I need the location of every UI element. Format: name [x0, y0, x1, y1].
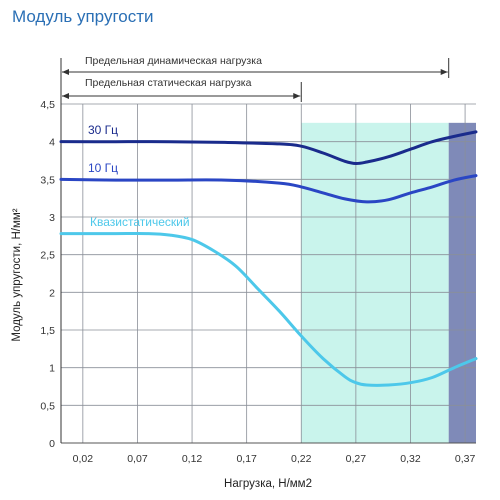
y-tick-label-8: 4 [49, 137, 55, 149]
x-tick-label-6: 0,32 [400, 453, 421, 465]
x-axis-title: Нагрузка, Н/мм2 [224, 478, 312, 490]
series-line-2 [59, 174, 478, 204]
y-tick-label-0: 0 [49, 438, 55, 450]
x-tick-label-3: 0,17 [236, 453, 257, 465]
range-arrow-right-1 [440, 69, 448, 75]
y-axis-title: Модуль упругости, Н/мм² [11, 208, 23, 341]
shaded-region-2 [448, 122, 476, 443]
y-tick-label-3: 1,5 [40, 325, 55, 337]
shaded-region-1 [301, 122, 449, 443]
chart-title: Модуль упругости [12, 7, 154, 26]
range-arrow-left-2 [62, 93, 69, 99]
y-tick-label-4: 2 [49, 287, 55, 299]
x-tick-label-5: 0,27 [346, 453, 367, 465]
x-tick-label-7: 0,37 [455, 453, 476, 465]
series-label-3: Квазистатический [90, 215, 190, 229]
y-tick-label-5: 2,5 [40, 250, 55, 262]
series-line-3 [59, 231, 478, 387]
range-label-2: Предельная статическая нагрузка [85, 77, 252, 89]
series-label-1: 30 Гц [88, 123, 118, 137]
x-tick-label-1: 0,07 [127, 453, 148, 465]
y-tick-label-2: 1 [49, 363, 55, 375]
y-tick-label-9: 4,5 [40, 99, 55, 111]
y-tick-label-6: 3 [49, 212, 55, 224]
series-label-2: 10 Гц [88, 161, 118, 175]
x-tick-label-0: 0,02 [73, 453, 94, 465]
range-arrow-right-2 [293, 93, 301, 99]
range-arrow-left-1 [62, 69, 69, 75]
y-tick-label-7: 3,5 [40, 174, 55, 186]
x-tick-label-4: 0,22 [291, 453, 312, 465]
series-line-1 [59, 130, 478, 166]
x-tick-label-2: 0,12 [182, 453, 203, 465]
y-tick-label-1: 0,5 [40, 400, 55, 412]
range-label-1: Предельная динамическая нагрузка [85, 55, 262, 67]
